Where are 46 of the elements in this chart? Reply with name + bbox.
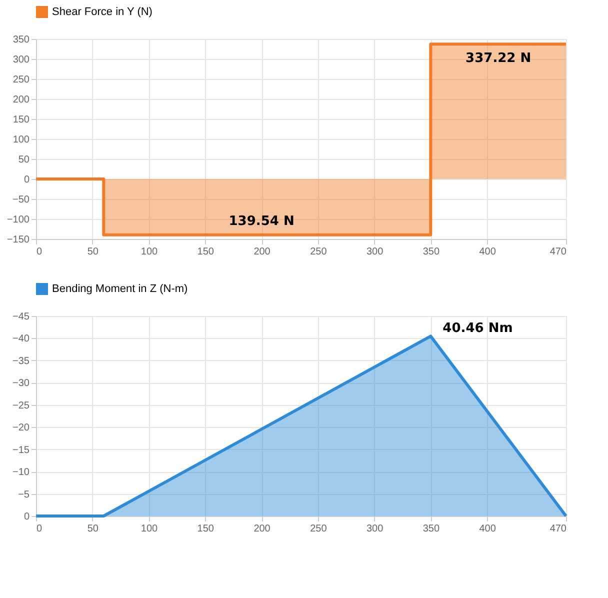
y-tick-label: −40 — [12, 334, 30, 345]
x-tick-label: 300 — [366, 246, 384, 258]
x-tick-label: 50 — [87, 524, 99, 534]
x-tick-label: 470 — [550, 524, 567, 534]
x-tick-label: 0 — [36, 246, 42, 258]
y-tick-label: 150 — [12, 114, 30, 126]
y-tick-label: −10 — [12, 467, 30, 478]
y-tick-label: −5 — [18, 489, 30, 500]
x-tick-label: 200 — [254, 246, 271, 258]
y-tick-label: 0 — [24, 512, 30, 522]
y-tick-label: −25 — [12, 400, 30, 412]
x-tick-label: 350 — [422, 246, 440, 258]
x-tick-label: 50 — [87, 246, 99, 258]
y-tick-label: −15 — [12, 444, 30, 456]
x-tick-label: 200 — [254, 524, 271, 534]
x-tick-label: 100 — [140, 524, 158, 534]
y-tick-label: −150 — [6, 234, 30, 246]
annotation: 337.22 N — [466, 51, 532, 66]
x-tick-label: 150 — [197, 246, 214, 258]
x-tick-label: 250 — [310, 524, 328, 534]
y-tick-label: 350 — [12, 34, 30, 46]
y-tick-label: 50 — [18, 154, 30, 166]
y-tick-label: −20 — [12, 422, 30, 434]
y-tick-label: 0 — [24, 174, 30, 186]
y-tick-label: −35 — [12, 356, 30, 367]
y-tick-label: −100 — [6, 214, 30, 226]
x-tick-label: 350 — [422, 524, 440, 534]
x-tick-label: 0 — [36, 524, 42, 534]
legend-label: Shear Force in Y (N) — [52, 6, 152, 18]
x-tick-label: 470 — [550, 246, 567, 258]
x-tick-label: 400 — [479, 524, 496, 534]
annotation: 40.46 Nm — [442, 321, 513, 336]
annotation: 139.54 N — [228, 214, 294, 229]
x-tick-label: 150 — [197, 524, 214, 534]
x-tick-label: 400 — [479, 246, 496, 258]
x-tick-label: 100 — [140, 246, 158, 258]
x-tick-label: 250 — [310, 246, 328, 258]
y-tick-label: −30 — [12, 378, 30, 390]
x-tick-label: 300 — [366, 524, 384, 534]
y-tick-label: −50 — [12, 194, 30, 206]
y-tick-label: 100 — [12, 134, 30, 146]
y-tick-label: 300 — [12, 54, 30, 66]
legend-label: Bending Moment in Z (N-m) — [52, 283, 188, 295]
y-tick-label: 250 — [12, 74, 30, 86]
y-tick-label: −45 — [12, 312, 30, 322]
y-tick-label: 200 — [12, 94, 30, 106]
